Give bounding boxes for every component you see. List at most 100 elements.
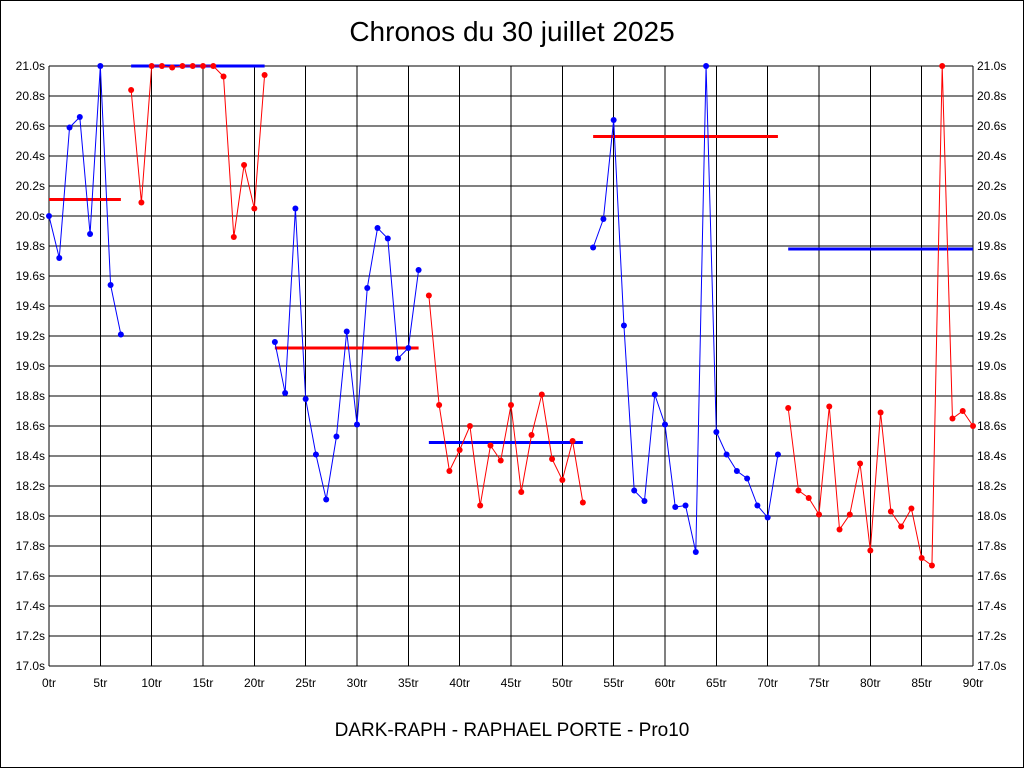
data-point xyxy=(579,499,586,506)
y-tick-label-left: 18.0s xyxy=(16,509,45,523)
y-tick-label-left: 19.6s xyxy=(16,269,45,283)
data-point xyxy=(518,489,525,495)
data-point xyxy=(744,475,751,482)
data-point xyxy=(928,562,935,569)
x-tick-label: 85tr xyxy=(911,676,932,690)
y-tick-label-left: 17.4s xyxy=(16,599,45,613)
data-point xyxy=(230,234,237,240)
data-point xyxy=(826,403,833,410)
data-point xyxy=(415,267,422,273)
y-tick-label-right: 18.4s xyxy=(977,449,1006,463)
y-tick-label-left: 20.6s xyxy=(16,119,45,133)
data-point xyxy=(620,322,627,329)
data-point xyxy=(66,124,73,131)
y-tick-label-left: 19.4s xyxy=(16,299,45,313)
data-point xyxy=(723,451,730,458)
y-tick-label-left: 19.8s xyxy=(16,239,45,253)
x-tick-label: 80tr xyxy=(860,676,881,690)
data-point xyxy=(158,63,165,69)
data-point xyxy=(189,63,196,69)
data-point xyxy=(672,504,679,510)
x-tick-label: 25tr xyxy=(295,676,316,690)
data-point xyxy=(898,523,905,530)
data-point xyxy=(867,547,874,554)
data-point xyxy=(662,421,668,428)
data-point xyxy=(354,421,360,428)
data-point xyxy=(374,225,381,231)
y-tick-label-right: 18.6s xyxy=(977,419,1006,433)
y-tick-label-right: 18.0s xyxy=(977,509,1006,523)
chart-title: Chronos du 30 juillet 2025 xyxy=(349,16,675,47)
data-point xyxy=(549,456,556,462)
data-point xyxy=(251,205,258,212)
data-point xyxy=(487,442,494,449)
y-tick-label-right: 20.6s xyxy=(977,119,1006,133)
data-point xyxy=(405,345,412,351)
series-line xyxy=(130,65,266,238)
y-tick-label-right: 17.8s xyxy=(977,539,1006,553)
data-point xyxy=(795,487,802,494)
y-tick-label-right: 19.8s xyxy=(977,239,1006,253)
data-point xyxy=(117,331,124,338)
data-point xyxy=(805,495,812,501)
tick-labels: 17.0s 17.0s 17.2s 17.2s 17.4s 17.4s 17.6s 17.6s… xyxy=(16,59,1007,690)
data-point xyxy=(395,355,402,362)
y-tick-label-right: 19.2s xyxy=(977,329,1006,343)
y-tick-label-right: 20.4s xyxy=(977,149,1006,163)
series-line xyxy=(787,65,974,567)
data-point xyxy=(128,87,135,93)
data-point xyxy=(343,328,350,335)
series-line xyxy=(48,65,122,335)
y-tick-label-right: 19.6s xyxy=(977,269,1006,283)
x-tick-label: 30tr xyxy=(347,676,368,690)
grid xyxy=(48,65,974,667)
data-point xyxy=(56,255,63,261)
data-point xyxy=(97,63,104,69)
data-point xyxy=(590,244,597,251)
data-point xyxy=(107,282,114,288)
data-point xyxy=(908,505,915,512)
data-point xyxy=(261,72,268,78)
data-point xyxy=(477,502,484,509)
y-tick-label-right: 18.2s xyxy=(977,479,1006,493)
data-point xyxy=(682,502,689,509)
x-tick-label: 20tr xyxy=(244,676,265,690)
y-tick-label-left: 19.2s xyxy=(16,329,45,343)
x-tick-label: 5tr xyxy=(93,676,107,690)
data-point xyxy=(333,433,340,440)
data-point xyxy=(774,451,781,458)
data-point xyxy=(210,63,217,69)
data-point xyxy=(138,199,145,206)
y-tick-label-left: 18.2s xyxy=(16,479,45,493)
data-point xyxy=(323,496,330,503)
data-point xyxy=(446,468,453,474)
y-tick-label-right: 17.2s xyxy=(977,629,1006,643)
x-tick-label: 90tr xyxy=(963,676,984,690)
x-tick-label: 0tr xyxy=(42,676,56,690)
y-tick-label-left: 20.2s xyxy=(16,179,45,193)
data-point xyxy=(148,63,155,69)
data-point xyxy=(466,423,473,429)
data-point xyxy=(970,423,976,429)
y-tick-label-left: 17.6s xyxy=(16,569,45,583)
x-tick-label: 60tr xyxy=(655,676,676,690)
data-point xyxy=(46,213,52,219)
data-point xyxy=(425,292,432,299)
data-point xyxy=(312,451,319,458)
y-tick-label-left: 18.4s xyxy=(16,449,45,463)
data-point xyxy=(610,117,617,123)
data-point xyxy=(785,405,792,411)
y-tick-label-right: 17.0s xyxy=(977,659,1006,673)
y-tick-label-left: 20.4s xyxy=(16,149,45,163)
data-point xyxy=(384,235,391,242)
data-point xyxy=(364,285,371,291)
data-point xyxy=(87,231,94,237)
y-tick-label-right: 17.4s xyxy=(977,599,1006,613)
data-point xyxy=(241,162,248,168)
x-tick-label: 15tr xyxy=(193,676,214,690)
y-tick-label-left: 18.8s xyxy=(16,389,45,403)
data-point xyxy=(569,438,576,444)
data-point xyxy=(220,73,227,80)
x-tick-label: 45tr xyxy=(501,676,522,690)
